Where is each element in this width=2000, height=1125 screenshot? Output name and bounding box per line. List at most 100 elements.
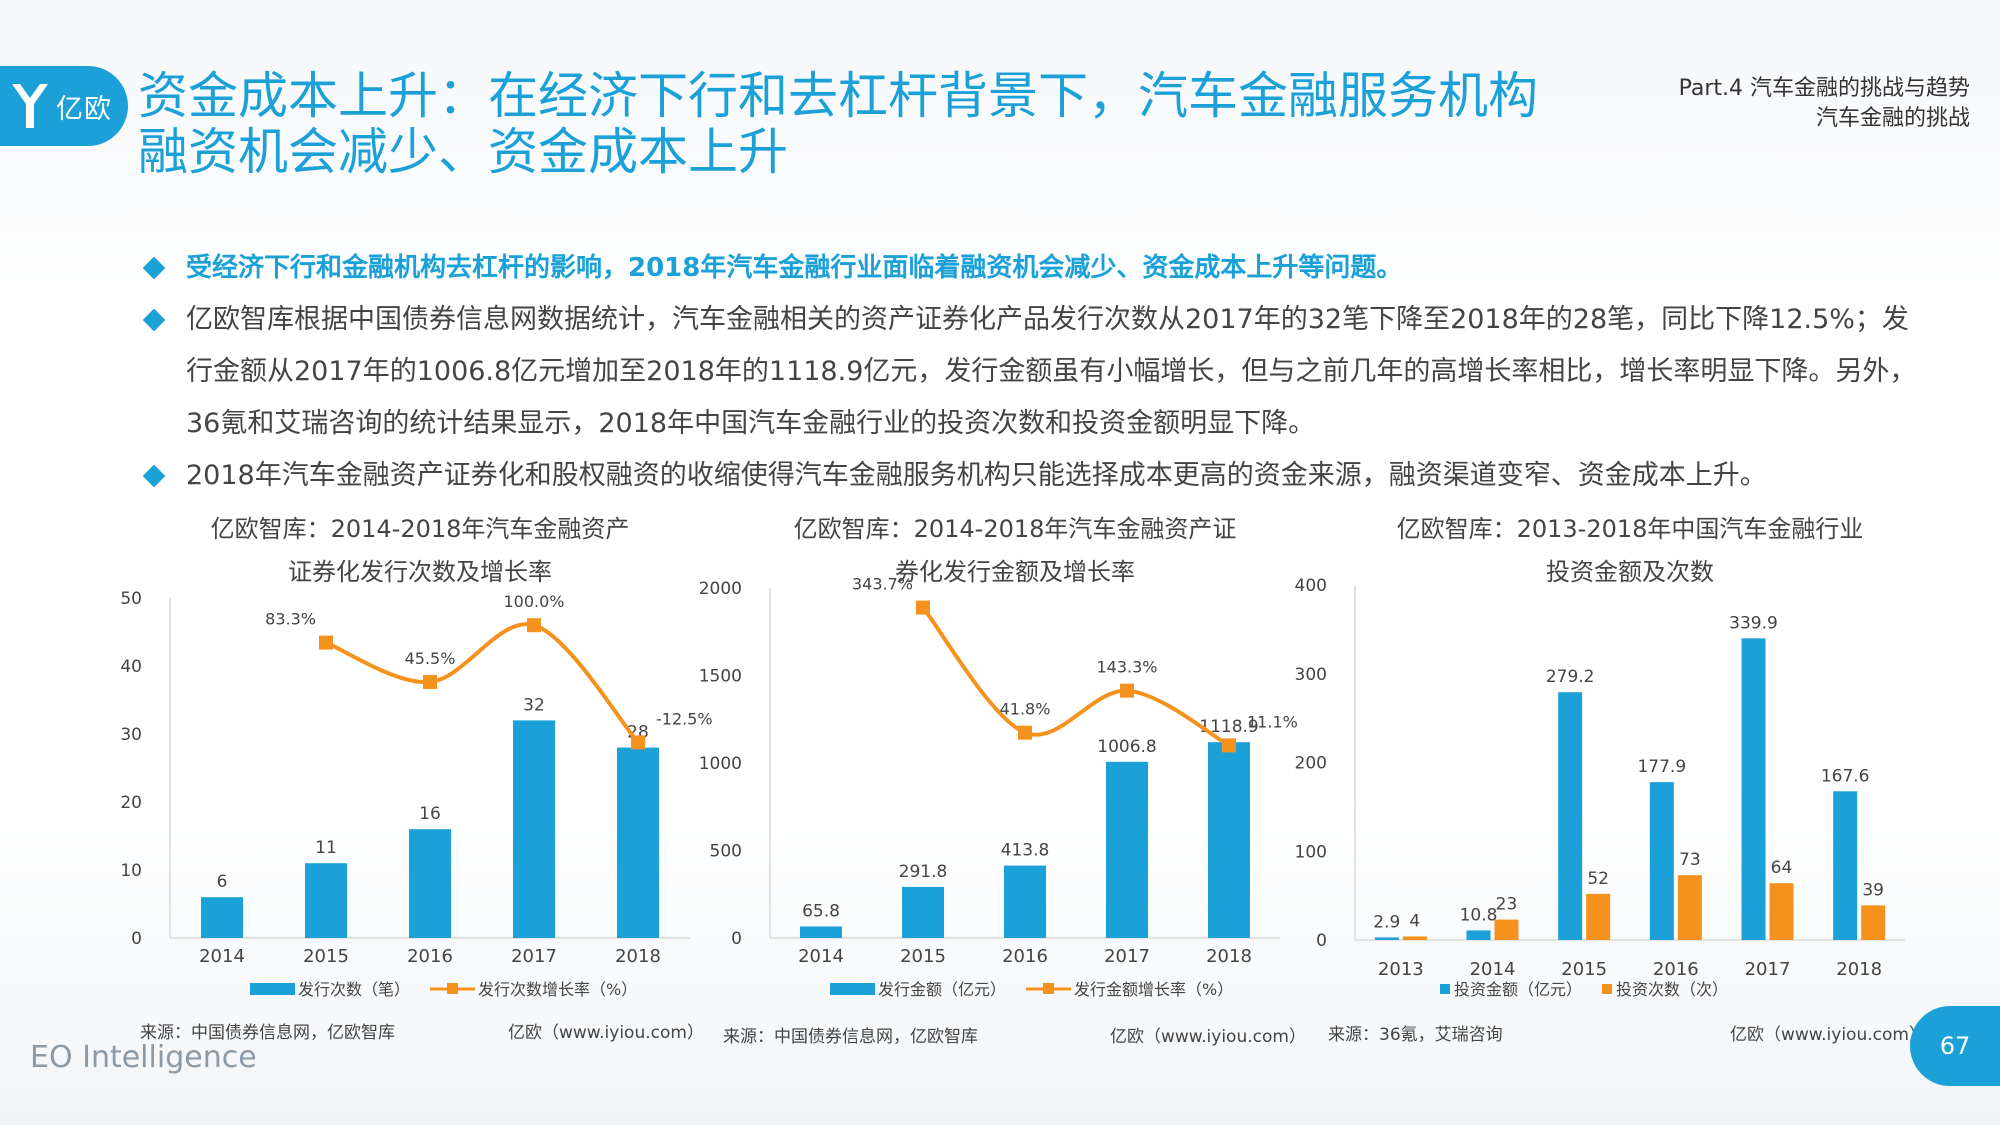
legend-label: 发行金额（亿元） bbox=[878, 980, 1006, 999]
data-label: 73 bbox=[1679, 850, 1701, 870]
bar bbox=[201, 897, 243, 938]
bar bbox=[513, 720, 555, 938]
legend-marker bbox=[447, 983, 458, 994]
legend-label: 发行次数增长率（%） bbox=[478, 980, 637, 999]
data-label: 413.8 bbox=[1001, 841, 1050, 861]
y-tick-label: 100 bbox=[1295, 842, 1327, 862]
legend-swatch bbox=[250, 983, 295, 995]
legend-swatch bbox=[1602, 984, 1612, 994]
diamond-bullet-icon bbox=[142, 464, 166, 488]
legend-label: 发行金额增长率（%） bbox=[1074, 980, 1233, 999]
chart-title-line: 投资金额及次数 bbox=[1546, 558, 1714, 586]
growth-rate-line bbox=[921, 606, 1230, 748]
legend-label: 发行次数（笔） bbox=[298, 980, 410, 999]
page-title: 资金成本上升：在经济下行和去杠杆背景下，汽车金融服务机构融资机会减少、资金成本上… bbox=[138, 67, 1538, 181]
logo-y-icon bbox=[12, 84, 48, 128]
legend-swatch bbox=[1440, 984, 1450, 994]
x-tick-label: 2017 bbox=[511, 946, 557, 967]
data-label: 52 bbox=[1587, 869, 1609, 889]
x-tick-label: 2015 bbox=[303, 946, 349, 967]
x-tick-label: 2018 bbox=[615, 946, 661, 967]
chart-3-title: 亿欧智库：2013-2018年中国汽车金融行业 投资金额及次数 bbox=[1330, 508, 1930, 594]
x-tick-label: 2018 bbox=[1836, 959, 1882, 980]
line-point bbox=[423, 674, 437, 689]
data-label: 23 bbox=[1496, 895, 1518, 915]
chart-title-line: 券化发行金额及增长率 bbox=[895, 558, 1135, 586]
x-tick-label: 2014 bbox=[199, 946, 245, 967]
line-data-label: -12.5% bbox=[656, 709, 713, 728]
bullet-text: 2018年汽车金融资产证券化和股权融资的收缩使得汽车金融服务机构只能选择成本更高… bbox=[186, 460, 1767, 491]
data-label: 64 bbox=[1771, 858, 1793, 878]
y-tick-label: 2000 bbox=[700, 579, 742, 599]
data-label: 6 bbox=[217, 872, 228, 892]
legend-marker bbox=[1043, 983, 1054, 994]
line-data-label: 343.7% bbox=[852, 575, 913, 594]
line-data-label: 45.5% bbox=[405, 649, 456, 668]
x-tick-label: 2017 bbox=[1104, 946, 1150, 967]
chart-2-credit: 亿欧（www.iyiou.com） bbox=[1110, 1027, 1306, 1047]
x-tick-label: 2016 bbox=[1653, 959, 1699, 980]
bar bbox=[800, 926, 842, 938]
data-label: 2.9 bbox=[1373, 912, 1400, 932]
data-label: 11 bbox=[315, 838, 337, 858]
y-tick-label: 500 bbox=[710, 842, 742, 862]
section-label: Part.4 汽车金融的挑战与趋势 汽车金融的挑战 bbox=[1679, 74, 1970, 134]
subsection-label: 汽车金融的挑战 bbox=[1815, 106, 1970, 131]
footer-brand: EO Intelligence bbox=[30, 1040, 257, 1075]
bar bbox=[1466, 930, 1491, 940]
x-tick-label: 2013 bbox=[1378, 959, 1424, 980]
data-label: 291.8 bbox=[899, 862, 948, 882]
chart-1-credit: 亿欧（www.iyiou.com） bbox=[508, 1023, 704, 1043]
legend-label: 投资次数（次） bbox=[1616, 980, 1728, 999]
x-tick-label: 2016 bbox=[1002, 946, 1048, 967]
bullet-text: 受经济下行和金融机构去杠杆的影响，2018年汽车金融行业面临着融资机会减少、资金… bbox=[186, 253, 1403, 283]
bullet-text: 亿欧智库根据中国债券信息网数据统计，汽车金融相关的资产证券化产品发行次数从201… bbox=[186, 304, 1917, 439]
data-label: 167.6 bbox=[1821, 766, 1870, 786]
bullet-list: 受经济下行和金融机构去杠杆的影响，2018年汽车金融行业面临着融资机会减少、资金… bbox=[138, 242, 1918, 502]
bar bbox=[1833, 791, 1858, 940]
x-tick-label: 2015 bbox=[900, 946, 946, 967]
bar bbox=[1208, 742, 1250, 938]
data-label: 16 bbox=[419, 804, 441, 824]
chart-issuance-amount: 0 500 1000 1500 2000 2014 2015 2016 2017 2018 65.8… bbox=[700, 575, 1298, 999]
page-number: 67 bbox=[1910, 1006, 2000, 1086]
line-data-label: 100.0% bbox=[503, 592, 564, 611]
bar bbox=[617, 747, 659, 938]
line-point bbox=[916, 600, 930, 615]
data-label: 39 bbox=[1862, 880, 1884, 900]
y-tick-label: 20 bbox=[120, 793, 142, 813]
legend-label: 投资金额（亿元） bbox=[1454, 980, 1582, 999]
chart-title-line: 证券化发行次数及增长率 bbox=[288, 558, 552, 586]
line-point bbox=[1120, 683, 1134, 698]
bar bbox=[1649, 782, 1674, 940]
y-tick-label: 10 bbox=[120, 861, 142, 881]
data-label: 1006.8 bbox=[1097, 737, 1156, 757]
chart-title-line: 亿欧智库：2014-2018年汽车金融资产证 bbox=[793, 515, 1237, 543]
line-point bbox=[527, 618, 541, 633]
x-tick-label: 2014 bbox=[1470, 959, 1516, 980]
chart-title-line: 亿欧智库：2014-2018年汽车金融资产 bbox=[210, 515, 630, 543]
y-tick-label: 30 bbox=[120, 725, 142, 745]
bar bbox=[409, 829, 451, 938]
bullet-item: 亿欧智库根据中国债券信息网数据统计，汽车金融相关的资产证券化产品发行次数从201… bbox=[138, 294, 1918, 450]
chart-investment: 0 100 200 300 400 2013 2014 2015 2016 2017 2018 2.9… bbox=[1295, 576, 1905, 999]
bullet-item: 受经济下行和金融机构去杠杆的影响，2018年汽车金融行业面临着融资机会减少、资金… bbox=[138, 242, 1918, 294]
data-label: 65.8 bbox=[802, 901, 840, 921]
bar bbox=[1861, 905, 1886, 940]
chart-3-credit: 亿欧（www.iyiou.com） bbox=[1730, 1025, 1926, 1045]
y-tick-label: 0 bbox=[1316, 931, 1327, 951]
x-tick-label: 2016 bbox=[407, 946, 453, 967]
x-tick-label: 2015 bbox=[1561, 959, 1607, 980]
bar bbox=[902, 886, 944, 938]
line-data-label: 83.3% bbox=[265, 610, 316, 629]
line-point bbox=[631, 735, 645, 750]
y-tick-label: 40 bbox=[120, 657, 142, 677]
line-point bbox=[1018, 725, 1032, 740]
line-data-label: 11.1% bbox=[1247, 712, 1298, 731]
diamond-bullet-icon bbox=[142, 308, 166, 332]
data-label: 32 bbox=[523, 695, 545, 715]
diamond-bullet-icon bbox=[142, 256, 166, 280]
logo-text: 亿欧 bbox=[56, 93, 112, 125]
line-data-label: 143.3% bbox=[1096, 658, 1157, 677]
